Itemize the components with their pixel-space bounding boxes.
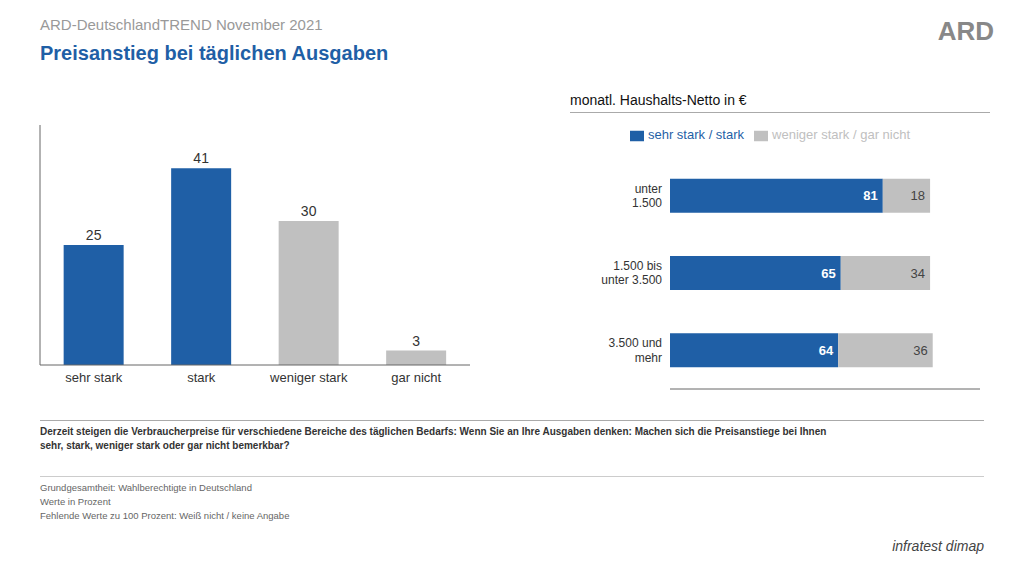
svg-text:81: 81 — [863, 188, 877, 203]
svg-text:34: 34 — [911, 266, 925, 281]
svg-text:25: 25 — [86, 227, 102, 243]
html-text:sehr stark / stark: sehr stark / stark — [648, 127, 744, 142]
html-text:sehr, stark, weniger stark ode: sehr, stark, weniger stark oder gar nich… — [40, 440, 290, 451]
svg-text:3.500 undmehr: 3.500 undmehr — [609, 336, 662, 364]
svg-text:36: 36 — [913, 343, 927, 358]
svg-text:1.500 bisunter 3.500: 1.500 bisunter 3.500 — [601, 259, 662, 287]
svg-text:30: 30 — [301, 203, 317, 219]
svg-text:65: 65 — [821, 266, 835, 281]
svg-text:unter1.500: unter1.500 — [632, 182, 662, 210]
svg-text:64: 64 — [819, 343, 834, 358]
svg-text:gar nicht: gar nicht — [391, 370, 441, 385]
svg-text:3: 3 — [412, 333, 420, 349]
svg-text:weniger stark: weniger stark — [269, 370, 348, 385]
html-text:monatl. Haushalts-Netto in €: monatl. Haushalts-Netto in € — [570, 92, 747, 108]
html-text:ARD-DeutschlandTREND November: ARD-DeutschlandTREND November 2021 — [40, 16, 323, 33]
svg-text:41: 41 — [193, 150, 209, 166]
html-text:infratest dimap: infratest dimap — [892, 538, 984, 554]
svg-text:sehr stark: sehr stark — [65, 370, 123, 385]
html-text:Werte in Prozent: Werte in Prozent — [40, 496, 111, 507]
svg-text:18: 18 — [911, 188, 925, 203]
html-text:Grundgesamtheit: Wahlberechtig: Grundgesamtheit: Wahlberechtigte in Deut… — [40, 482, 252, 493]
html-text:weniger stark / gar nicht: weniger stark / gar nicht — [772, 127, 910, 142]
svg-text:stark: stark — [187, 370, 216, 385]
html-text:ARD: ARD — [937, 16, 994, 46]
html-text:Fehlende Werte zu 100 Prozent:: Fehlende Werte zu 100 Prozent: Weiß nich… — [40, 510, 290, 521]
html-text:Derzeit steigen die Verbrauche: Derzeit steigen die Verbraucherpreise fü… — [40, 426, 827, 437]
html-text:Preisanstieg bei täglichen Aus: Preisanstieg bei täglichen Ausgaben — [40, 42, 389, 64]
